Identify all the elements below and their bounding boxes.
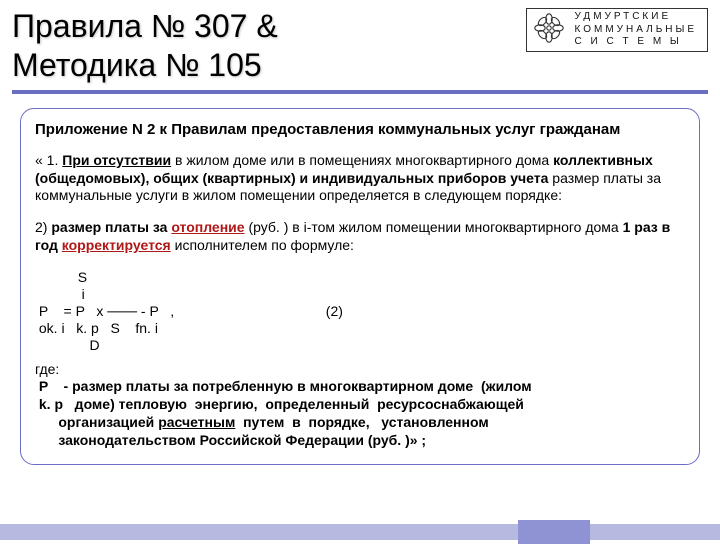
- p2-boldpre: размер платы за: [51, 219, 171, 235]
- p2-pre: 2): [35, 219, 51, 235]
- formula-block: S i P = P x ─── - P , (2) ok. i k. p S f…: [35, 269, 685, 354]
- p2-mid: (руб. ) в i-том жилом помещении многоква…: [245, 219, 623, 235]
- p1-tail1: в жилом доме или в помещениях многокварт…: [171, 152, 553, 168]
- brand-box: УДМУРТСКИЕ КОММУНАЛЬНЫЕ С И С Т Е М Ы: [526, 8, 708, 52]
- title-line-2: Методика № 105: [12, 47, 526, 86]
- title-line-1: Правила № 307 &: [12, 8, 526, 47]
- def-l2: k. p доме) тепловую энергию, определенны…: [35, 396, 685, 414]
- def-l4: законодательством Российской Федерации (…: [35, 432, 685, 450]
- p2-red1: отопление: [171, 219, 244, 235]
- title-block: Правила № 307 & Методика № 105: [12, 8, 526, 86]
- formula-l4: ok. i k. p S fn. i: [35, 320, 158, 336]
- formula-l5: D: [35, 337, 100, 353]
- formula-l3: P = P x ─── - P , (2): [35, 303, 343, 319]
- subtitle: Приложение N 2 к Правилам предоставления…: [35, 121, 685, 138]
- definition-block: где: P - размер платы за потребленную в …: [35, 361, 685, 451]
- p1-underline: При отсутствии: [62, 152, 171, 168]
- formula-l2: i: [35, 286, 85, 302]
- title-underline: [12, 90, 708, 94]
- paragraph-2: 2) размер платы за отопление (руб. ) в i…: [35, 219, 685, 255]
- def-l3-u: расчетным: [158, 414, 235, 430]
- def-l3-post: путем в порядке, установленном: [235, 414, 488, 430]
- def-gde: где:: [35, 361, 685, 379]
- def-l3-pre: организацией: [35, 414, 158, 430]
- p2-tail: исполнителем по формуле:: [171, 237, 354, 253]
- def-l1: P - размер платы за потребленную в много…: [35, 378, 685, 396]
- brand-line-1: УДМУРТСКИЕ: [575, 11, 697, 24]
- formula-l1: S: [35, 269, 87, 285]
- def-l3: организацией расчетным путем в порядке, …: [35, 414, 685, 432]
- p2-red2: корректируется: [62, 237, 171, 253]
- content-card: Приложение N 2 к Правилам предоставления…: [20, 108, 700, 465]
- brand-line-2: КОММУНАЛЬНЫЕ: [575, 24, 697, 37]
- flower-icon: [531, 10, 567, 51]
- paragraph-1: « 1. При отсутствии в жилом доме или в п…: [35, 152, 685, 206]
- footer-accent: [0, 524, 720, 540]
- p1-lead: « 1.: [35, 152, 62, 168]
- brand-text: УДМУРТСКИЕ КОММУНАЛЬНЫЕ С И С Т Е М Ы: [575, 11, 697, 49]
- brand-line-3: С И С Т Е М Ы: [575, 36, 697, 49]
